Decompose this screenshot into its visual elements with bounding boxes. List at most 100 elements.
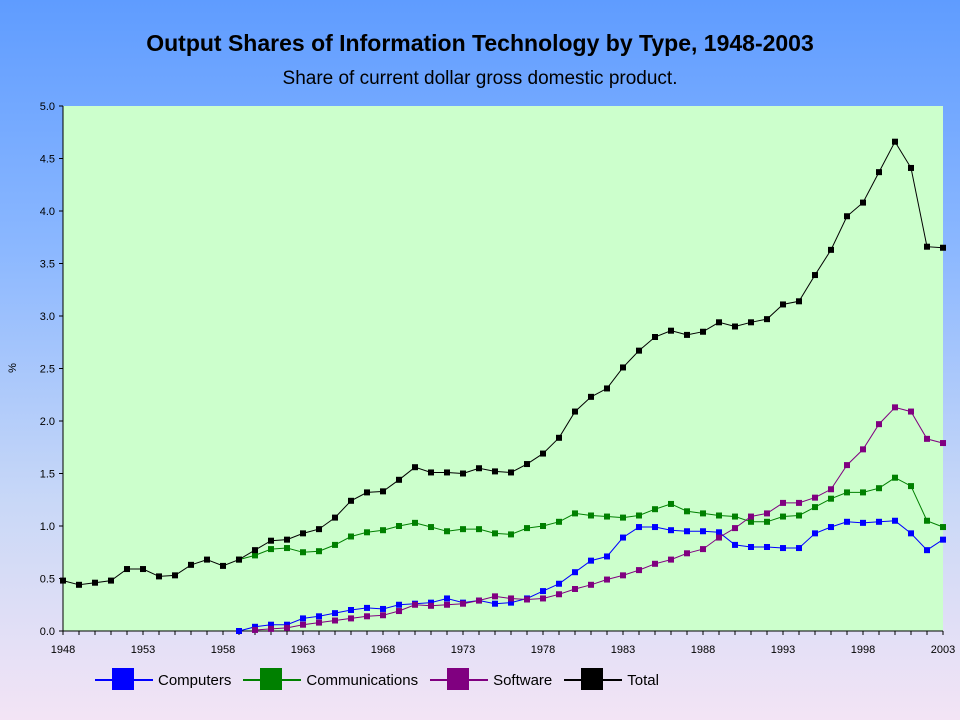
data-point-communications xyxy=(748,518,754,525)
data-point-total xyxy=(764,316,770,323)
data-point-total xyxy=(316,526,322,533)
y-tick-label: 0.5 xyxy=(40,574,55,586)
data-point-communications xyxy=(396,523,402,529)
series-layer xyxy=(60,138,946,634)
data-point-communications xyxy=(540,523,546,529)
data-point-software xyxy=(460,600,466,607)
data-point-communications xyxy=(844,489,850,496)
legend-label-computers: Computers xyxy=(158,671,232,689)
data-point-computers xyxy=(636,524,642,531)
data-point-software xyxy=(940,440,946,447)
x-tick-label: 1963 xyxy=(291,644,315,656)
data-point-computers xyxy=(796,545,802,552)
data-point-computers xyxy=(924,547,930,554)
data-point-software xyxy=(268,625,274,632)
data-point-total xyxy=(188,561,194,568)
data-point-total xyxy=(60,577,66,584)
data-point-software xyxy=(764,510,770,517)
data-point-total xyxy=(716,319,722,326)
data-point-software xyxy=(796,499,802,506)
data-point-total xyxy=(140,566,146,573)
data-point-communications xyxy=(460,526,466,533)
data-point-communications xyxy=(492,530,498,537)
data-point-total xyxy=(860,199,866,206)
data-point-computers xyxy=(700,528,706,535)
data-point-computers xyxy=(908,530,914,537)
data-point-software xyxy=(380,612,386,619)
data-point-software xyxy=(684,550,690,557)
y-tick-label: 1.5 xyxy=(40,469,55,481)
data-point-software xyxy=(716,534,722,541)
x-tick-label: 1973 xyxy=(451,644,475,656)
data-point-software xyxy=(284,624,290,631)
data-point-total xyxy=(732,323,738,330)
data-point-total xyxy=(476,465,482,472)
data-point-computers xyxy=(508,599,514,606)
data-point-software xyxy=(860,446,866,453)
data-point-software xyxy=(828,486,834,493)
x-tick-label: 1993 xyxy=(771,644,795,656)
data-point-communications xyxy=(300,549,306,556)
data-point-total xyxy=(876,169,882,176)
y-tick-label: 4.5 xyxy=(40,154,55,166)
data-point-computers xyxy=(540,588,546,595)
data-point-total xyxy=(252,547,258,554)
data-point-computers xyxy=(844,518,850,525)
data-point-computers xyxy=(940,536,946,543)
chart-subtitle: Share of current dollar gross domestic p… xyxy=(282,68,678,89)
data-point-computers xyxy=(236,628,242,634)
data-point-software xyxy=(396,608,402,615)
legend: Computers Communications Software Total xyxy=(95,666,671,694)
data-point-communications xyxy=(268,546,274,553)
data-point-communications xyxy=(668,500,674,507)
data-point-communications xyxy=(444,528,450,535)
x-tick-label: 1998 xyxy=(851,644,875,656)
data-point-total xyxy=(892,138,898,145)
data-point-computers xyxy=(764,544,770,550)
data-point-computers xyxy=(780,545,786,552)
x-tick-label: 1958 xyxy=(211,644,235,656)
legend-marker-software xyxy=(430,667,489,693)
data-point-total xyxy=(604,385,610,392)
data-point-software xyxy=(812,494,818,501)
data-point-computers xyxy=(492,600,498,607)
data-point-computers xyxy=(332,610,338,617)
data-point-total xyxy=(348,497,354,504)
data-point-computers xyxy=(860,519,866,526)
axes: 0.0 0.5 1.0 1.5 2.0 2.5 3.0 3.5 4.0 4.5 5.0 1948 195… xyxy=(40,101,956,656)
y-tick-label: 0.0 xyxy=(40,626,55,638)
data-point-computers xyxy=(300,615,306,622)
data-point-software xyxy=(588,581,594,588)
legend-marker-communications xyxy=(243,667,302,693)
data-point-software xyxy=(364,613,370,620)
data-point-computers xyxy=(444,595,450,602)
data-point-software xyxy=(556,591,562,598)
data-point-total xyxy=(796,298,802,305)
data-point-software xyxy=(700,546,706,553)
data-point-computers xyxy=(556,580,562,587)
data-point-software xyxy=(876,421,882,428)
y-tick-label: 4.0 xyxy=(40,206,55,218)
data-point-total xyxy=(492,468,498,475)
series-total xyxy=(60,138,946,588)
data-point-software xyxy=(604,576,610,583)
x-tick-label: 1968 xyxy=(371,644,395,656)
data-point-computers xyxy=(284,621,290,628)
data-point-total xyxy=(444,469,450,476)
data-point-total xyxy=(652,334,658,340)
data-point-communications xyxy=(716,512,722,519)
data-point-software xyxy=(444,601,450,608)
data-point-total xyxy=(524,461,530,468)
data-point-software xyxy=(300,621,306,628)
data-point-total xyxy=(300,530,306,537)
data-point-total xyxy=(364,489,370,496)
data-point-software xyxy=(924,435,930,442)
data-point-total xyxy=(332,514,338,521)
data-point-communications xyxy=(764,518,770,525)
data-point-communications xyxy=(876,485,882,492)
data-point-total xyxy=(460,470,466,477)
data-point-total xyxy=(380,488,386,495)
data-point-communications xyxy=(476,526,482,533)
data-point-communications xyxy=(620,514,626,521)
